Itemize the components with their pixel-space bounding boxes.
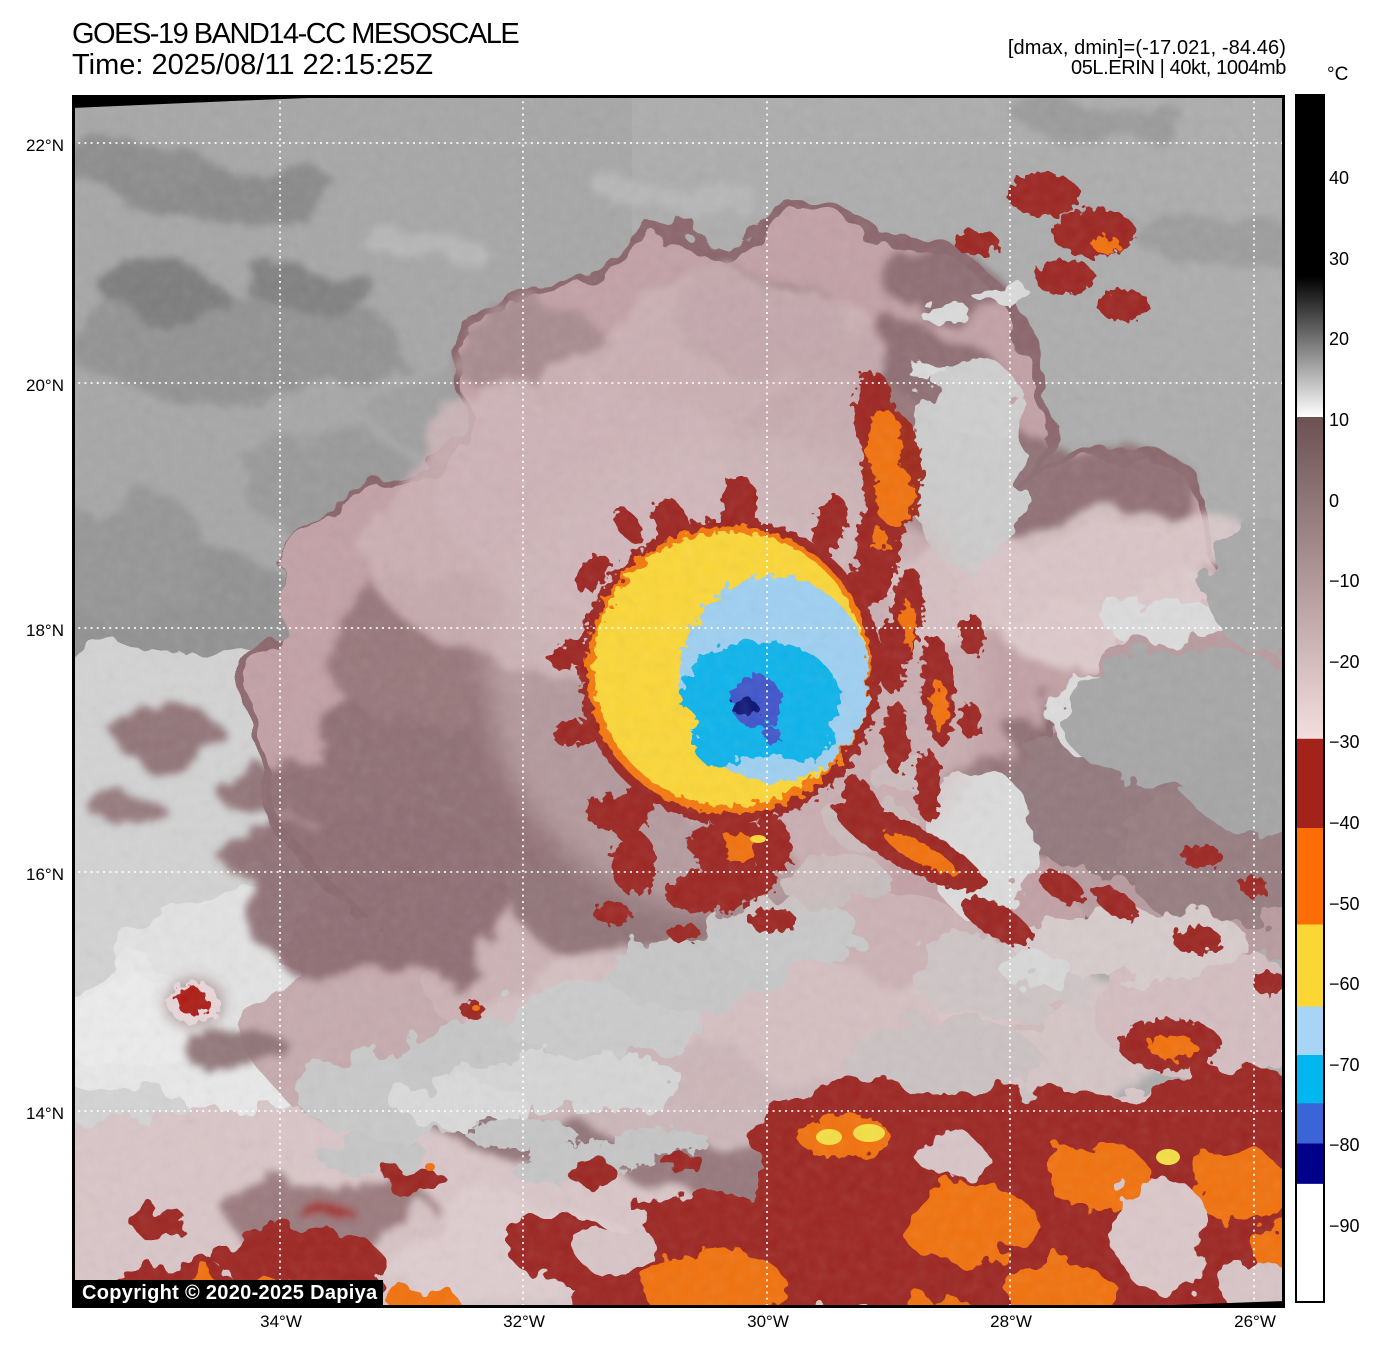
svg-text:10: 10 xyxy=(1329,410,1349,430)
svg-text:−20: −20 xyxy=(1329,652,1360,672)
svg-text:20: 20 xyxy=(1329,329,1349,349)
svg-text:−30: −30 xyxy=(1329,732,1360,752)
svg-text:−60: −60 xyxy=(1329,974,1360,994)
svg-text:−10: −10 xyxy=(1329,571,1360,591)
svg-text:−90: −90 xyxy=(1329,1216,1360,1236)
svg-text:Copyright © 2020-2025 Dapiya: Copyright © 2020-2025 Dapiya xyxy=(82,1282,378,1304)
svg-text:−70: −70 xyxy=(1329,1055,1360,1075)
svg-text:−80: −80 xyxy=(1329,1135,1360,1155)
svg-text:−40: −40 xyxy=(1329,813,1360,833)
svg-text:0: 0 xyxy=(1329,491,1339,511)
svg-text:40: 40 xyxy=(1329,168,1349,188)
svg-text:−50: −50 xyxy=(1329,894,1360,914)
svg-text:30: 30 xyxy=(1329,249,1349,269)
